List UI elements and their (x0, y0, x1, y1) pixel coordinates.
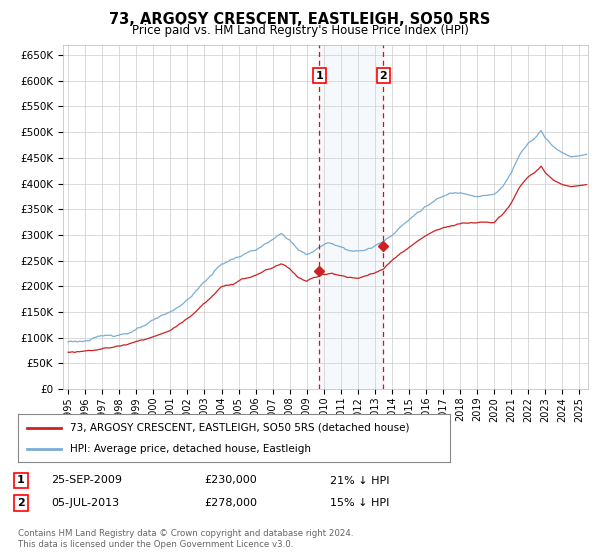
Text: 15% ↓ HPI: 15% ↓ HPI (330, 498, 389, 508)
Text: £278,000: £278,000 (204, 498, 257, 508)
Text: 25-SEP-2009: 25-SEP-2009 (51, 475, 122, 486)
Text: HPI: Average price, detached house, Eastleigh: HPI: Average price, detached house, East… (70, 444, 311, 454)
Text: 73, ARGOSY CRESCENT, EASTLEIGH, SO50 5RS (detached house): 73, ARGOSY CRESCENT, EASTLEIGH, SO50 5RS… (70, 423, 409, 433)
Text: 1: 1 (17, 475, 25, 486)
Text: £230,000: £230,000 (204, 475, 257, 486)
Text: Contains HM Land Registry data © Crown copyright and database right 2024.
This d: Contains HM Land Registry data © Crown c… (18, 529, 353, 549)
Text: 2: 2 (380, 71, 388, 81)
Text: 1: 1 (316, 71, 323, 81)
Bar (319, 45, 383, 389)
Text: 2: 2 (17, 498, 25, 508)
Text: 73, ARGOSY CRESCENT, EASTLEIGH, SO50 5RS: 73, ARGOSY CRESCENT, EASTLEIGH, SO50 5RS (109, 12, 491, 27)
Text: 05-JUL-2013: 05-JUL-2013 (51, 498, 119, 508)
Text: 21% ↓ HPI: 21% ↓ HPI (330, 475, 389, 486)
Text: Price paid vs. HM Land Registry's House Price Index (HPI): Price paid vs. HM Land Registry's House … (131, 24, 469, 36)
